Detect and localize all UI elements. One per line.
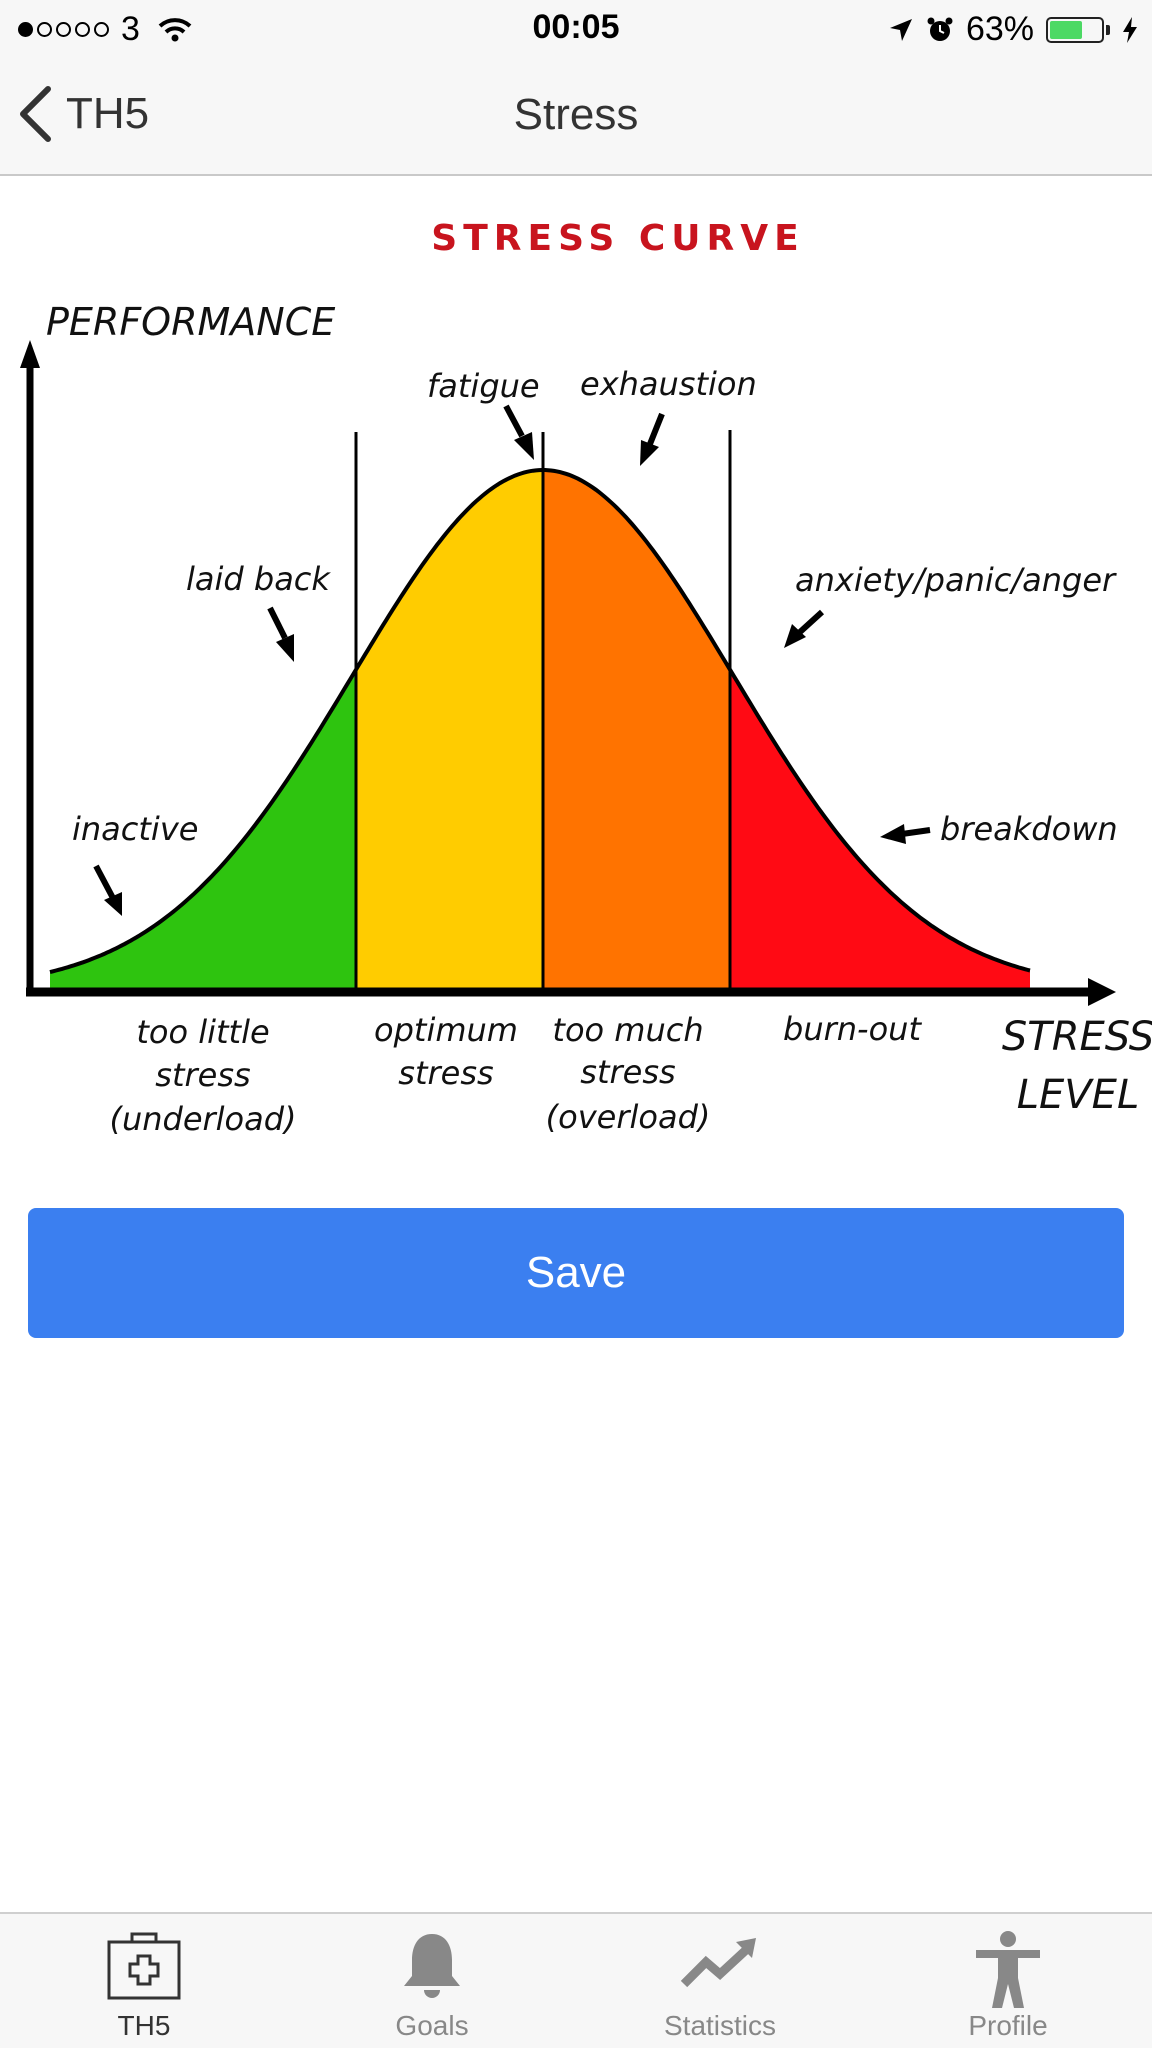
x-axis-arrow <box>1088 978 1116 1006</box>
bell-icon <box>404 1934 460 1998</box>
zone-label-burnout: burn-out <box>783 1010 922 1048</box>
status-time: 00:05 <box>532 8 620 46</box>
annotation-inactive: inactive <box>72 810 198 848</box>
annotation-exhaustion: exhaustion <box>580 365 757 403</box>
tab-profile[interactable]: Profile <box>864 1914 1152 2048</box>
y-axis-arrow <box>20 340 40 368</box>
zone-label-underload-2: stress <box>155 1056 250 1094</box>
location-arrow-icon <box>889 18 912 41</box>
arrow-anxiety <box>797 609 825 635</box>
page-title: Stress <box>513 90 639 139</box>
arrow-breakdown <box>901 827 931 837</box>
annotation-fatigue: fatigue <box>427 367 540 405</box>
tab-th5[interactable]: TH5 <box>0 1914 288 2048</box>
status-right: 63% <box>888 10 1138 49</box>
medical-kit-icon <box>107 1932 181 2000</box>
zone-optimum <box>356 470 543 990</box>
stress-curve-figure: STRESS CURVE PERFORMANCE inactive laid b… <box>0 200 1152 1150</box>
zone-label-overload-3: (overload) <box>546 1098 711 1136</box>
x-axis-label-line1: STRESS <box>1002 1014 1152 1060</box>
tab-bar: TH5 Goals Statistics Profile <box>0 1912 1152 2048</box>
figure-title: STRESS CURVE <box>431 218 804 259</box>
zone-label-overload-2: stress <box>580 1053 675 1091</box>
status-left: 3 <box>18 10 192 49</box>
zone-label-underload-3: (underload) <box>109 1100 296 1138</box>
x-axis-label-line2: LEVEL <box>1017 1072 1139 1118</box>
annotation-anxiety: anxiety/panic/anger <box>795 561 1117 599</box>
arrow-inactive <box>93 864 117 902</box>
y-axis-label: PERFORMANCE <box>46 300 335 344</box>
chevron-left-icon <box>20 86 51 142</box>
navigation-bar: TH5 Stress <box>0 58 1152 176</box>
save-button[interactable]: Save <box>28 1208 1124 1338</box>
tab-label: Statistics <box>663 2010 777 2041</box>
trend-up-icon <box>680 1938 756 1988</box>
tab-goals[interactable]: Goals <box>288 1914 576 2048</box>
arrow-laid-back <box>267 606 288 640</box>
arrow-exhaustion <box>647 412 665 446</box>
person-icon <box>976 1931 1040 2008</box>
stress-curve-line <box>49 468 1031 975</box>
zone-underload <box>50 669 356 990</box>
zone-overload <box>543 470 730 990</box>
back-button-label: TH5 <box>66 89 150 138</box>
status-bar: 3 00:05 63% <box>0 0 1152 58</box>
zone-label-underload-1: too little <box>136 1013 269 1051</box>
signal-dots-icon <box>18 22 109 37</box>
zone-label-optimum-2: stress <box>398 1054 493 1092</box>
tab-label: Profile <box>968 2010 1048 2041</box>
tab-label: TH5 <box>117 2010 171 2041</box>
stress-curve-image: STRESS CURVE PERFORMANCE inactive laid b… <box>20 218 1152 1138</box>
back-button[interactable]: TH5 <box>18 86 149 142</box>
charging-bolt-icon <box>1123 16 1137 43</box>
tab-label: Goals <box>395 2010 469 2041</box>
tab-statistics[interactable]: Statistics <box>576 1914 864 2048</box>
battery-icon <box>1046 16 1104 43</box>
battery-percent: 63% <box>965 10 1034 48</box>
alarm-icon <box>927 17 953 41</box>
zone-label-optimum-1: optimum <box>374 1011 518 1049</box>
arrow-fatigue <box>503 404 525 438</box>
annotation-laid-back: laid back <box>186 560 331 598</box>
zone-burnout <box>730 669 1030 990</box>
carrier-label: 3 <box>121 10 140 48</box>
annotation-breakdown: breakdown <box>940 810 1118 848</box>
zone-label-overload-1: too much <box>552 1011 703 1049</box>
wifi-icon <box>158 17 192 41</box>
